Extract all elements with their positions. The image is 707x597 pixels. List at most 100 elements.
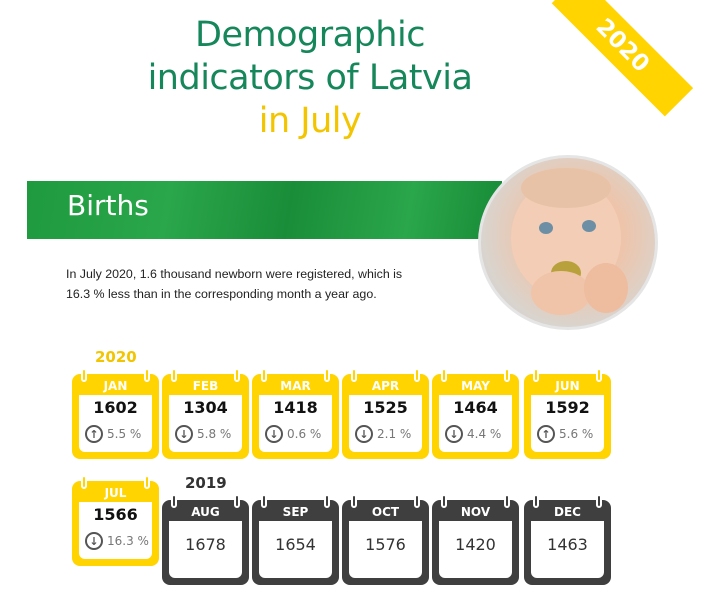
- calendar-month-label: JAN: [103, 379, 128, 393]
- calendar-ring-icon: [596, 494, 602, 508]
- calendar-ring-icon: [414, 368, 420, 382]
- page-title: Demographic indicators of Latvia in July: [90, 14, 530, 143]
- calendar-dec: DEC 1463: [524, 494, 611, 585]
- calendar-month-label: FEB: [192, 379, 219, 393]
- arrow-down-circle-icon: ↓: [175, 425, 193, 443]
- description-text: In July 2020, 1.6 thousand newborn were …: [66, 267, 403, 301]
- calendar-jul: JUL 1566 ↓ 16.3 %: [72, 475, 159, 566]
- calendar-body: 1576: [349, 521, 422, 578]
- births-value: 1525: [363, 398, 408, 417]
- calendar-body: 1602 ↑ 5.5 %: [79, 395, 152, 452]
- calendar-ring-icon: [504, 494, 510, 508]
- baby-illustration-icon: [511, 168, 628, 315]
- calendar-month-label: SEP: [282, 505, 309, 519]
- calendar-body: 1420: [439, 521, 512, 578]
- baby-photo: [478, 155, 658, 330]
- births-value: 1566: [93, 505, 138, 524]
- arrow-down-circle-icon: ↓: [85, 532, 103, 550]
- calendar-body: 1464 ↓ 4.4 %: [439, 395, 512, 452]
- calendar-ring-icon: [441, 368, 447, 382]
- calendar-ring-icon: [261, 368, 267, 382]
- calendar-ring-icon: [261, 494, 267, 508]
- calendar-ring-icon: [171, 368, 177, 382]
- arrow-down-circle-icon: ↓: [355, 425, 373, 443]
- calendar-nov: NOV 1420: [432, 494, 519, 585]
- calendar-month-label: AUG: [191, 505, 220, 519]
- calendar-ring-icon: [533, 494, 539, 508]
- calendar-body: 1463: [531, 521, 604, 578]
- calendar-month-label: MAY: [461, 379, 490, 393]
- calendar-ring-icon: [596, 368, 602, 382]
- births-value: 1602: [93, 398, 138, 417]
- calendar-body: 1304 ↓ 5.8 %: [169, 395, 242, 452]
- change-percent: 4.4 %: [467, 427, 502, 441]
- calendar-body: 1418 ↓ 0.6 %: [259, 395, 332, 452]
- calendar-ring-icon: [324, 494, 330, 508]
- arrow-up-circle-icon: ↑: [537, 425, 555, 443]
- births-value: 1464: [453, 398, 498, 417]
- change-percent: 5.8 %: [197, 427, 232, 441]
- calendar-month-label: JUL: [104, 486, 127, 500]
- section-banner: Births: [27, 181, 502, 239]
- calendar-month-label: MAR: [280, 379, 311, 393]
- births-value: 1304: [183, 398, 228, 417]
- births-value: 1420: [455, 535, 496, 554]
- change-indicator: ↓ 2.1 %: [355, 424, 421, 444]
- arrow-up-circle-icon: ↑: [85, 425, 103, 443]
- births-value: 1654: [275, 535, 316, 554]
- change-indicator: ↑ 5.6 %: [537, 424, 603, 444]
- calendar-body: 1525 ↓ 2.1 %: [349, 395, 422, 452]
- change-indicator: ↓ 16.3 %: [85, 531, 151, 551]
- calendar-ring-icon: [504, 368, 510, 382]
- calendar-may: MAY 1464 ↓ 4.4 %: [432, 368, 519, 459]
- births-value: 1678: [185, 535, 226, 554]
- title-line-1: Demographic: [195, 15, 425, 55]
- change-percent: 16.3 %: [107, 534, 149, 548]
- calendar-aug: AUG 1678: [162, 494, 249, 585]
- calendar-ring-icon: [234, 494, 240, 508]
- calendar-ring-icon: [351, 368, 357, 382]
- calendar-month-label: DEC: [554, 505, 581, 519]
- calendar-apr: APR 1525 ↓ 2.1 %: [342, 368, 429, 459]
- calendar-jan: JAN 1602 ↑ 5.5 %: [72, 368, 159, 459]
- section-title: Births: [67, 189, 149, 222]
- change-indicator: ↓ 0.6 %: [265, 424, 331, 444]
- calendar-body: 1566 ↓ 16.3 %: [79, 502, 152, 559]
- calendar-ring-icon: [441, 494, 447, 508]
- calendar-body: 1654: [259, 521, 332, 578]
- births-value: 1418: [273, 398, 318, 417]
- calendar-body: 1678: [169, 521, 242, 578]
- calendar-ring-icon: [81, 368, 87, 382]
- calendar-ring-icon: [533, 368, 539, 382]
- change-percent: 0.6 %: [287, 427, 322, 441]
- title-line-2: indicators of Latvia: [147, 58, 473, 98]
- calendar-month-label: APR: [371, 379, 400, 393]
- births-value: 1592: [545, 398, 590, 417]
- calendar-ring-icon: [324, 368, 330, 382]
- change-percent: 5.5 %: [107, 427, 142, 441]
- year-label-previous: 2019: [185, 474, 227, 492]
- calendar-month-label: JUN: [555, 379, 580, 393]
- calendar-ring-icon: [414, 494, 420, 508]
- calendar-sep: SEP 1654: [252, 494, 339, 585]
- year-label-current: 2020: [95, 348, 137, 366]
- calendar-feb: FEB 1304 ↓ 5.8 %: [162, 368, 249, 459]
- change-indicator: ↓ 5.8 %: [175, 424, 241, 444]
- calendar-ring-icon: [171, 494, 177, 508]
- calendar-oct: OCT 1576: [342, 494, 429, 585]
- calendar-body: 1592 ↑ 5.6 %: [531, 395, 604, 452]
- births-value: 1576: [365, 535, 406, 554]
- change-percent: 5.6 %: [559, 427, 594, 441]
- calendar-ring-icon: [81, 475, 87, 489]
- calendar-month-label: NOV: [460, 505, 491, 519]
- year-ribbon: 2020: [551, 0, 694, 117]
- change-indicator: ↑ 5.5 %: [85, 424, 151, 444]
- births-value: 1463: [547, 535, 588, 554]
- calendar-jun: JUN 1592 ↑ 5.6 %: [524, 368, 611, 459]
- calendar-ring-icon: [351, 494, 357, 508]
- arrow-down-circle-icon: ↓: [265, 425, 283, 443]
- arrow-down-circle-icon: ↓: [445, 425, 463, 443]
- calendar-ring-icon: [234, 368, 240, 382]
- title-line-3: in July: [258, 101, 362, 141]
- calendar-month-label: OCT: [371, 505, 400, 519]
